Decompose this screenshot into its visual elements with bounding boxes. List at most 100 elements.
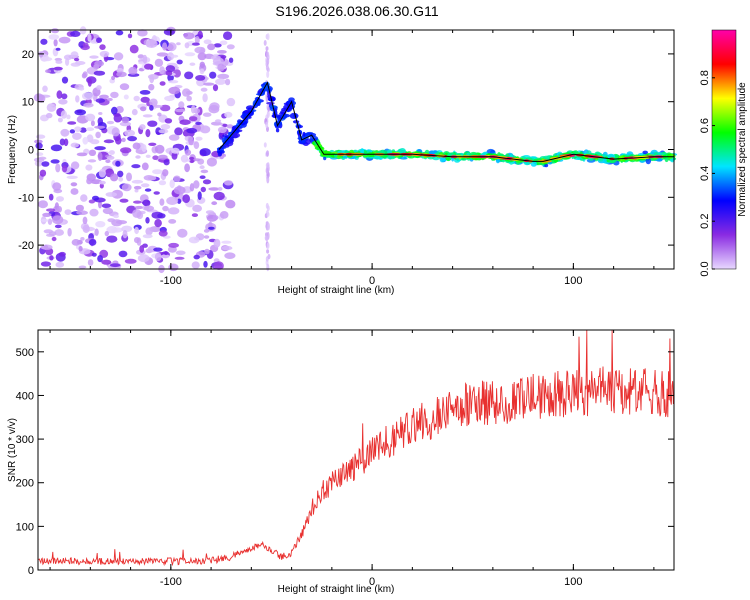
heatmap-cell <box>166 42 177 52</box>
colorbar: 0.0 0.2 0.4 0.6 0.8 Normalized spectral ampl… <box>699 29 748 277</box>
heatmap-cell <box>217 151 223 157</box>
heatmap-cell <box>157 112 162 117</box>
heatmap-cell <box>132 209 142 218</box>
heatmap-cell <box>132 142 141 150</box>
heatmap-cell <box>248 115 252 119</box>
heatmap-cell <box>606 158 610 163</box>
heatmap-cell <box>265 46 269 51</box>
heatmap-cell <box>139 124 146 130</box>
colorbar-tick-label: 0.8 <box>699 70 711 85</box>
heatmap-cell <box>128 66 138 75</box>
heatmap-cell <box>266 51 270 58</box>
heatmap-cell <box>87 159 97 163</box>
heatmap-cell <box>266 33 270 41</box>
heatmap-cell <box>166 196 179 205</box>
heatmap-cell <box>97 152 103 161</box>
snr-y-tick-label: 200 <box>16 478 34 490</box>
heatmap-cell <box>167 207 180 215</box>
heatmap-cell <box>89 208 99 217</box>
heatmap-cell <box>188 156 195 164</box>
heatmap-cell <box>298 139 307 144</box>
heatmap-cell <box>213 191 225 201</box>
heatmap-cell <box>103 139 115 144</box>
heatmap-cell <box>70 161 80 170</box>
heatmap-cell <box>189 116 198 122</box>
heatmap-cell <box>224 180 233 186</box>
heatmap-cell <box>101 203 112 209</box>
colorbar-gradient <box>711 29 737 270</box>
heatmap-cell <box>213 238 221 248</box>
heatmap-cell <box>195 75 206 81</box>
heatmap-cell <box>177 198 182 204</box>
heatmap-cell <box>155 127 162 135</box>
heatmap-cell <box>40 38 48 45</box>
heatmap-cell <box>52 182 62 191</box>
heatmap-cell <box>160 124 171 130</box>
heatmap-cell <box>141 162 149 171</box>
heatmap-cell <box>168 219 177 224</box>
heatmap-y-tick-label: 10 <box>22 97 34 109</box>
heatmap-cell <box>39 51 44 58</box>
heatmap-cell <box>75 204 84 212</box>
heatmap-cell <box>134 205 144 210</box>
snr-axes: -100 0 100 0 100 200 300 400 500 <box>16 330 674 588</box>
heatmap-cell <box>134 188 139 193</box>
heatmap-cell <box>70 188 79 195</box>
heatmap-cell <box>98 168 106 178</box>
heatmap-cell <box>111 127 120 137</box>
heatmap-cell <box>226 124 234 129</box>
heatmap-y-tick-label: 0 <box>28 145 34 157</box>
heatmap-cell <box>209 71 217 79</box>
heatmap-cell <box>76 109 83 114</box>
heatmap-cell <box>212 84 219 92</box>
heatmap-cell <box>118 250 128 258</box>
heatmap-cell <box>204 248 210 255</box>
heatmap-cell <box>87 259 94 266</box>
heatmap-cell <box>70 30 81 37</box>
heatmap-cell <box>266 249 270 254</box>
heatmap-cell <box>171 152 178 160</box>
heatmap-cell <box>226 97 236 107</box>
heatmap-cell <box>199 61 205 68</box>
heatmap-cell <box>208 226 215 230</box>
heatmap-cell <box>266 150 269 157</box>
heatmap-cell <box>121 116 130 124</box>
heatmap-cell <box>176 42 181 46</box>
heatmap-cell <box>51 28 59 34</box>
heatmap-cell <box>40 261 52 267</box>
heatmap-cell <box>399 156 408 160</box>
heatmap-cell <box>217 63 225 72</box>
heatmap-cell <box>221 240 232 244</box>
heatmap-cell <box>225 199 236 209</box>
heatmap-cell <box>116 71 127 78</box>
heatmap-cell <box>154 144 165 154</box>
heatmap-cell <box>113 214 119 219</box>
heatmap-cell <box>231 132 241 138</box>
heatmap-cell <box>66 175 78 179</box>
heatmap-cell <box>217 73 230 79</box>
heatmap-cell <box>82 224 90 233</box>
heatmap-cell <box>217 187 223 191</box>
heatmap-cell <box>101 259 112 265</box>
heatmap-cell <box>87 78 92 87</box>
heatmap-cell <box>265 121 269 129</box>
heatmap-cell <box>140 183 150 188</box>
heatmap-cell <box>197 191 202 201</box>
heatmap-cell <box>314 141 318 146</box>
heatmap-cell <box>173 186 186 195</box>
heatmap-cell <box>184 71 194 80</box>
heatmap-cell <box>70 142 80 148</box>
heatmap-cell <box>145 217 150 224</box>
heatmap-cell <box>184 149 192 156</box>
heatmap-cell <box>118 176 124 182</box>
colorbar-tick-label: 0.2 <box>699 214 711 229</box>
heatmap-cell <box>219 40 228 46</box>
heatmap-cell <box>99 180 106 185</box>
colorbar-label: Normalized spectral amplitude <box>737 82 748 217</box>
heatmap-cell <box>143 205 155 212</box>
heatmap-cell <box>203 235 210 239</box>
heatmap-cell <box>115 160 121 167</box>
heatmap-cell <box>305 138 312 145</box>
heatmap-cell <box>186 95 192 102</box>
heatmap-cell <box>266 110 270 118</box>
